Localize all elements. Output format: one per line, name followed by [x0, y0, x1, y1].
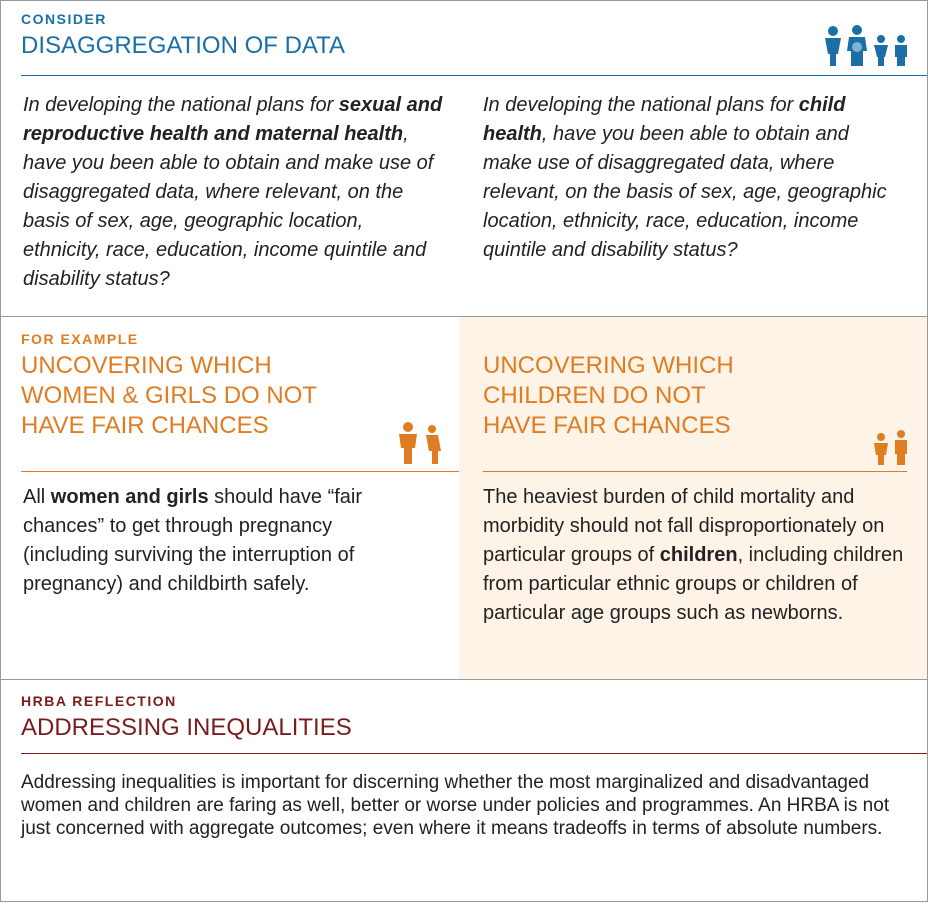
column-text: All women and girls should have “fair ch… — [23, 483, 423, 599]
question: In developing the national plans for chi… — [483, 91, 903, 265]
column-title: UNCOVERING WHICH CHILDREN DO NOT HAVE FAIR… — [483, 351, 734, 441]
text: children — [659, 544, 738, 566]
women-icon — [399, 422, 441, 464]
text: In developing the national plans for — [23, 94, 339, 116]
text: women and girls — [50, 486, 209, 508]
text: HAVE FAIR CHANCES — [21, 412, 269, 439]
text: , including children from particular eth… — [483, 544, 904, 624]
text: All — [23, 486, 51, 508]
section-label: CONSIDER — [21, 11, 107, 27]
text: CHILDREN DO NOT — [483, 382, 706, 409]
section-label: FOR EXAMPLE — [21, 331, 139, 347]
text: , have you been able to obtain and make … — [483, 123, 887, 261]
text: WOMEN & GIRLS DO NOT — [21, 382, 318, 409]
text: , have you been able to obtain and make … — [23, 123, 434, 290]
text: sexual and reproductive health and mater… — [23, 94, 443, 145]
question: In developing the national plans for sex… — [23, 91, 443, 294]
text: should have “fair chances” to get throug… — [23, 486, 363, 595]
section-title: DISAGGREGATION OF DATA — [21, 32, 346, 59]
family-icon — [825, 25, 907, 66]
column-title: UNCOVERING WHICH WOMEN & GIRLS DO NOT HAVE… — [21, 351, 317, 441]
text: HAVE FAIR CHANCES — [483, 412, 731, 439]
text: UNCOVERING WHICH — [483, 352, 734, 379]
highlight-panel — [459, 317, 927, 679]
section-label: HRBA REFLECTION — [21, 693, 177, 709]
text: In developing the national plans for — [483, 94, 799, 116]
column-text: The heaviest burden of child mortality a… — [483, 483, 913, 628]
text: UNCOVERING WHICH — [21, 352, 272, 379]
children-icon — [874, 430, 907, 465]
section-title: ADDRESSING INEQUALITIES — [21, 714, 352, 741]
text: child health — [483, 94, 846, 145]
reflection-text: Addressing inequalities is important for… — [21, 772, 890, 839]
text: The heaviest burden of child mortality a… — [483, 486, 885, 566]
